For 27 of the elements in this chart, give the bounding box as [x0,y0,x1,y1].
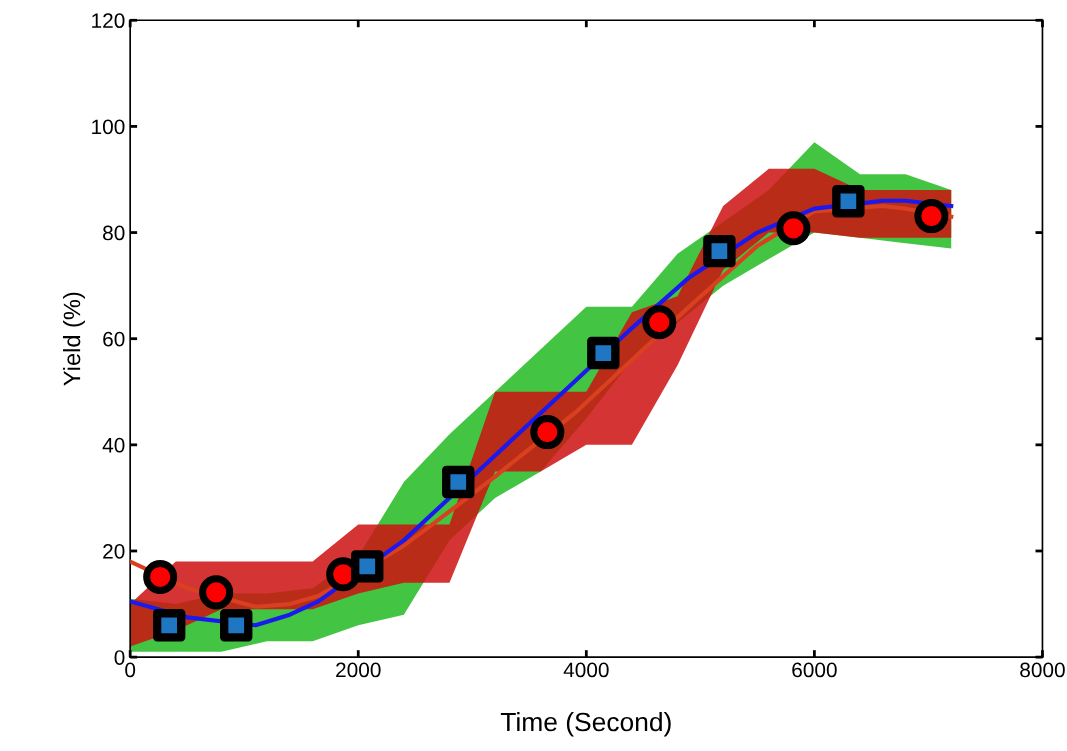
x-axis-title: Time (Second) [500,711,671,737]
y-tick-label: 80 [103,225,125,241]
y-tick-label: 100 [92,119,125,135]
point [220,609,253,642]
point [143,559,178,594]
point [642,305,677,340]
x-tick-label: 2000 [336,662,381,678]
y-tick-label: 40 [102,437,125,453]
point [351,550,384,583]
point [152,609,186,642]
point [587,336,620,370]
y-tick-label: 0 [114,650,125,665]
point [832,185,865,218]
point [530,415,565,450]
point [776,211,811,246]
point [703,234,736,268]
x-tick-label: 0 [125,662,136,678]
y-axis-title: Yield (%) [62,292,85,386]
point [914,199,949,234]
point [442,465,475,499]
x-tick-label: 4000 [563,662,609,678]
y-tick-label: 120 [92,13,125,29]
x-tick-label: 6000 [792,662,837,678]
y-tick-label: 60 [103,331,125,347]
x-tick-label: 8000 [1020,662,1065,678]
point [199,575,234,610]
y-tick-label: 20 [103,543,125,559]
